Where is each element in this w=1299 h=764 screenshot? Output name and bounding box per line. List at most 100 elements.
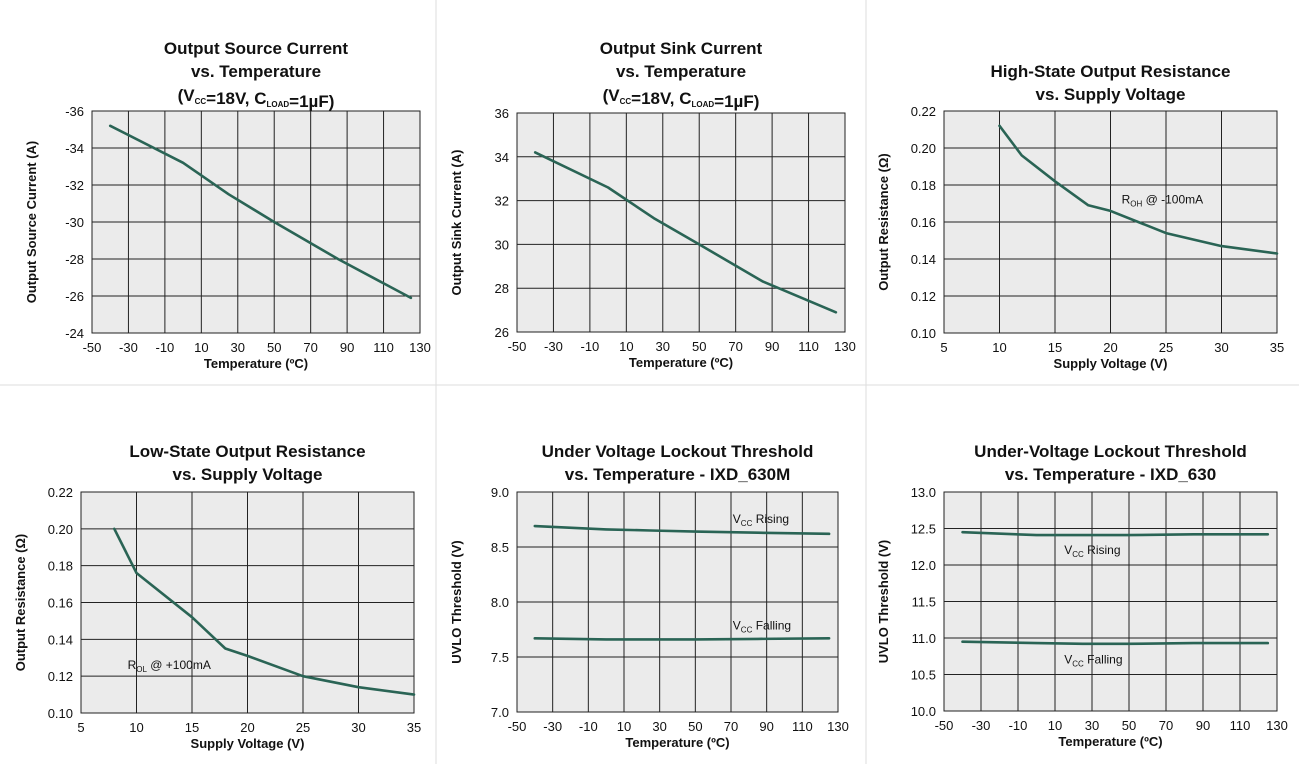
y-tick-label: 0.22 xyxy=(911,104,936,119)
title-part: CC xyxy=(195,97,207,106)
y-tick-label: 11.5 xyxy=(912,595,936,610)
y-tick-label: -24 xyxy=(65,326,84,341)
y-tick-label: 12.5 xyxy=(911,522,936,537)
chart-1: Output Source Current vs. Temperature (VCC… xyxy=(24,39,431,371)
chart-title-line: High-State Output Resistance xyxy=(991,62,1231,81)
x-tick-label: 5 xyxy=(77,720,84,735)
x-tick-label: -30 xyxy=(119,340,138,355)
anno-main: R xyxy=(1122,193,1131,207)
anno-sub: CC xyxy=(1072,660,1084,669)
anno-main: V xyxy=(733,512,741,526)
chart-5: Under Voltage Lockout Threshold vs. Tempe… xyxy=(449,442,849,750)
anno-main: V xyxy=(1064,653,1072,667)
y-tick-label: 0.16 xyxy=(48,596,73,611)
chart-title-line: Low-State Output Resistance xyxy=(129,442,365,461)
chart-title-conditions: (VCC=18V, CLOAD=1µF) xyxy=(178,86,335,111)
x-tick-label: -50 xyxy=(508,719,527,734)
x-tick-label: 20 xyxy=(240,720,254,735)
series-line-2 xyxy=(533,636,831,641)
series-line-1 xyxy=(998,124,1279,255)
y-tick-label: 0.18 xyxy=(48,559,73,574)
y-tick-label: -26 xyxy=(65,289,84,304)
y-tick-label: 13.0 xyxy=(911,485,936,500)
y-axis-label: Output Sink Current (A) xyxy=(449,150,464,296)
x-tick-label: 50 xyxy=(1122,718,1136,733)
x-tick-label: 30 xyxy=(231,340,245,355)
y-axis-label: UVLO Threshold (V) xyxy=(876,540,891,664)
x-tick-label: 10 xyxy=(129,720,143,735)
x-tick-label: 130 xyxy=(827,719,849,734)
y-tick-label: 36 xyxy=(495,106,509,121)
x-tick-label: 90 xyxy=(1196,718,1210,733)
y-tick-label: -34 xyxy=(65,141,84,156)
x-tick-label: 5 xyxy=(940,340,947,355)
x-tick-label: 25 xyxy=(296,720,310,735)
y-tick-label: 0.12 xyxy=(48,669,73,684)
y-tick-label: 8.0 xyxy=(491,595,509,610)
x-tick-label: 110 xyxy=(798,339,819,354)
anno-sub: CC xyxy=(741,626,753,635)
chart-title-line: Output Source Current xyxy=(164,39,349,58)
title-part: (V xyxy=(178,86,196,105)
x-tick-label: 110 xyxy=(373,340,394,355)
y-tick-label: 34 xyxy=(495,150,509,165)
chart-title-line: vs. Temperature - IXD_630M xyxy=(565,465,791,484)
x-tick-label: 70 xyxy=(303,340,317,355)
anno-rest: Falling xyxy=(752,619,791,633)
y-axis-label: Output Resistance (Ω) xyxy=(13,534,28,672)
title-part: CC xyxy=(620,97,632,106)
chart-title-line: Under-Voltage Lockout Threshold xyxy=(974,442,1247,461)
x-tick-label: 130 xyxy=(409,340,431,355)
x-tick-label: 20 xyxy=(1103,340,1117,355)
x-axis-label: Temperature (ºC) xyxy=(204,356,308,371)
x-tick-label: 30 xyxy=(1085,718,1099,733)
x-tick-label: 10 xyxy=(617,719,631,734)
series-line-1 xyxy=(533,151,838,314)
x-tick-label: 35 xyxy=(407,720,421,735)
x-axis-label: Supply Voltage (V) xyxy=(191,736,305,751)
title-part: =1µF) xyxy=(714,92,759,111)
y-axis-label: UVLO Threshold (V) xyxy=(449,540,464,664)
chart-title-line: vs. Temperature - IXD_630 xyxy=(1005,465,1216,484)
curve-annotation: VCC Rising xyxy=(1064,543,1120,559)
x-tick-label: 15 xyxy=(185,720,199,735)
x-tick-label: -50 xyxy=(83,340,102,355)
chart-3: High-State Output Resistance vs. Supply V… xyxy=(876,62,1284,371)
anno-rest: @ +100mA xyxy=(147,658,211,672)
anno-rest: Rising xyxy=(752,512,789,526)
x-tick-label: 35 xyxy=(1270,340,1284,355)
y-tick-label: 11.0 xyxy=(912,631,936,646)
y-tick-label: 7.0 xyxy=(491,705,509,720)
x-tick-label: 30 xyxy=(656,339,670,354)
x-tick-label: 70 xyxy=(724,719,738,734)
x-tick-label: 50 xyxy=(688,719,702,734)
y-tick-label: 0.18 xyxy=(911,178,936,193)
y-tick-label: 0.16 xyxy=(911,215,936,230)
y-tick-label: 0.14 xyxy=(911,252,936,267)
series-line-1 xyxy=(961,530,1270,537)
x-tick-label: -10 xyxy=(579,719,598,734)
title-part: =18V, C xyxy=(631,89,691,108)
y-tick-label: 0.20 xyxy=(48,522,73,537)
series-line-1 xyxy=(113,527,416,696)
anno-sub: OH xyxy=(1130,200,1142,209)
y-tick-label: 0.12 xyxy=(911,289,936,304)
y-tick-label: -36 xyxy=(65,104,84,119)
y-tick-label: 8.5 xyxy=(491,540,509,555)
anno-sub: OL xyxy=(136,665,147,674)
x-axis-label: Temperature (ºC) xyxy=(1058,734,1162,749)
y-tick-label: 10.0 xyxy=(911,704,936,719)
series-line-2 xyxy=(961,640,1270,646)
x-tick-label: -30 xyxy=(544,339,563,354)
x-tick-label: 130 xyxy=(834,339,856,354)
y-tick-label: 0.10 xyxy=(911,326,936,341)
x-tick-label: 70 xyxy=(728,339,742,354)
title-part: LOAD xyxy=(692,100,715,109)
series-line-1 xyxy=(108,124,413,300)
y-tick-label: 10.5 xyxy=(911,668,936,683)
chart-6: Under-Voltage Lockout Threshold vs. Tempe… xyxy=(876,442,1288,749)
curve-annotation: ROL @ +100mA xyxy=(128,658,211,674)
y-tick-label: 7.5 xyxy=(491,650,509,665)
curve-annotation: VCC Rising xyxy=(733,512,789,528)
